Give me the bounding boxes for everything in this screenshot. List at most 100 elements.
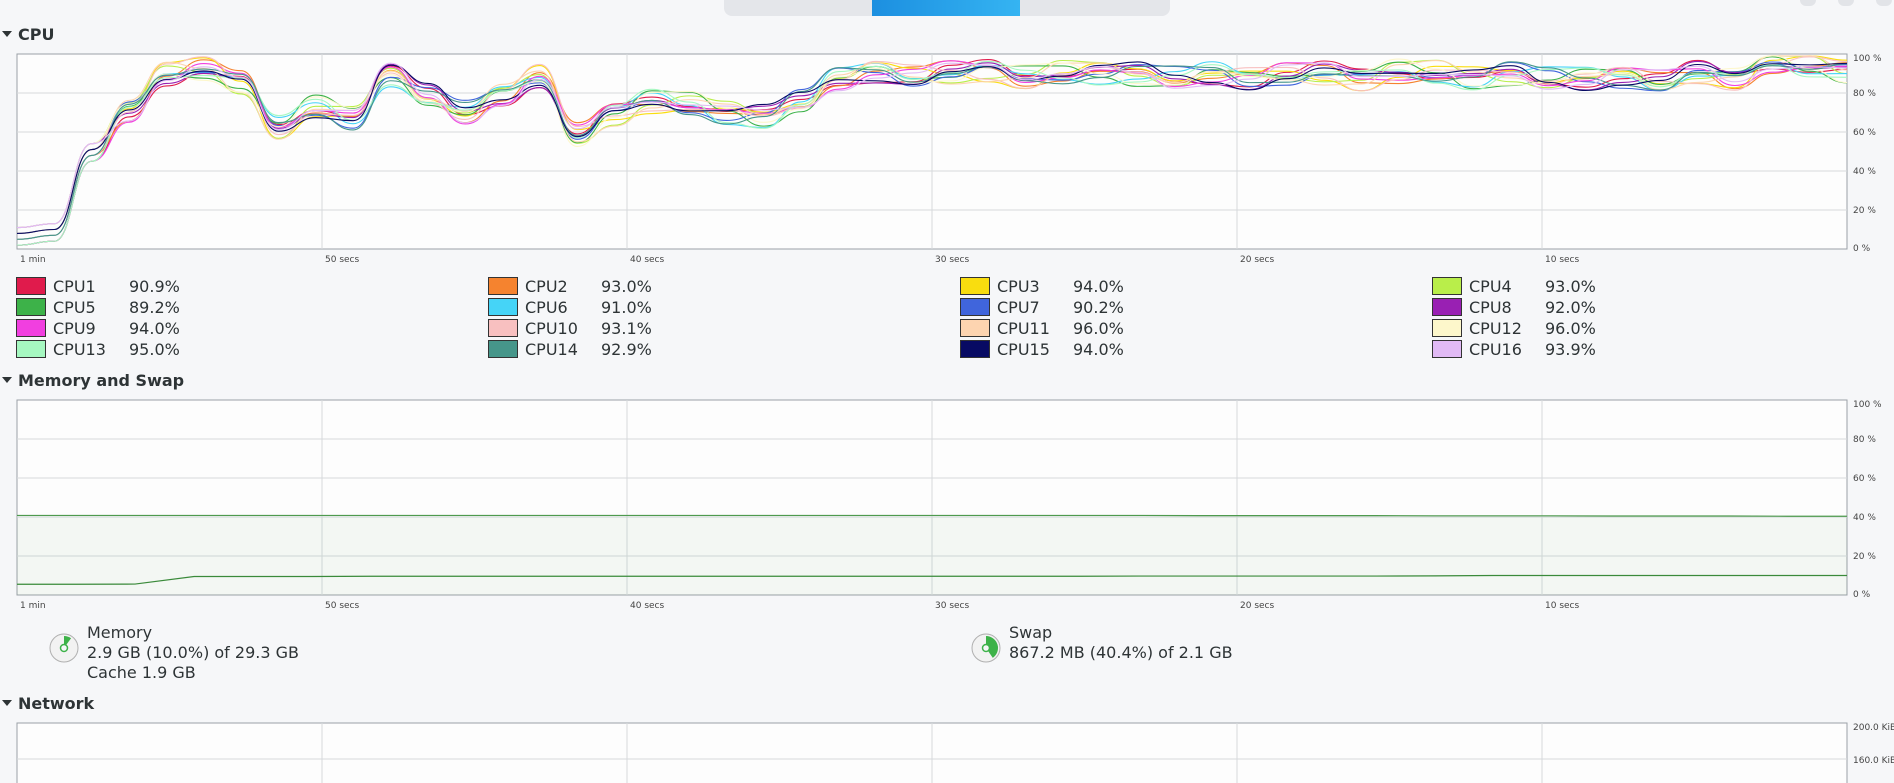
graph-canvas: 100 % 80 % 60 % 40 % 20 % 0 % 1 min 50 secs 40 s… <box>16 399 1882 611</box>
cpu-legend-item[interactable]: CPU11 96.0% <box>960 318 1124 338</box>
graph-canvas: 100 % 80 % 60 % 40 % 20 % 0 % 1 min 50 secs 40 s… <box>16 53 1882 265</box>
network-y-tick-label: 200.0 KiB <box>1853 723 1894 733</box>
cpu-legend-item[interactable]: CPU13 95.0% <box>16 339 180 359</box>
cpu-line-cpu16 <box>16 62 1848 229</box>
y-tick-label: 20 % <box>1853 552 1876 562</box>
memory-section-header[interactable]: Memory and Swap <box>0 368 184 392</box>
x-tick-label: 30 secs <box>935 601 969 611</box>
view-switcher <box>724 0 1170 16</box>
cpu-name: CPU12 <box>1469 318 1522 338</box>
memory-pie-icon <box>49 633 79 663</box>
cpu-legend-item[interactable]: CPU1 90.9% <box>16 276 180 296</box>
color-swatch[interactable] <box>1432 277 1462 295</box>
cpu-legend-item[interactable]: CPU5 89.2% <box>16 297 180 317</box>
cpu-section-header[interactable]: CPU <box>0 22 54 46</box>
cpu-name: CPU11 <box>997 318 1050 338</box>
color-swatch[interactable] <box>488 298 518 316</box>
cpu-legend-item[interactable]: CPU9 94.0% <box>16 318 180 338</box>
cpu-legend-item[interactable]: CPU7 90.2% <box>960 297 1124 317</box>
color-swatch[interactable] <box>488 319 518 337</box>
cpu-legend-item[interactable]: CPU10 93.1% <box>488 318 652 338</box>
cpu-name: CPU10 <box>525 318 578 338</box>
y-tick-label: 100 % <box>1853 400 1882 410</box>
cpu-value: 92.0% <box>1545 297 1596 317</box>
cpu-name: CPU6 <box>525 297 568 317</box>
window-close-button[interactable] <box>1876 0 1892 6</box>
cpu-legend-item[interactable]: CPU12 96.0% <box>1432 318 1596 338</box>
color-swatch[interactable] <box>16 340 46 358</box>
memory-section-title: Memory and Swap <box>18 370 185 390</box>
cpu-value: 95.0% <box>129 339 180 359</box>
cpu-name: CPU16 <box>1469 339 1522 359</box>
x-tick-label: 50 secs <box>325 601 359 611</box>
y-tick-label: 60 % <box>1853 474 1876 484</box>
x-tick-label: 20 secs <box>1240 255 1274 265</box>
window-menu-button[interactable] <box>1800 0 1816 6</box>
cpu-value: 93.0% <box>1545 276 1596 296</box>
cpu-value: 96.0% <box>1545 318 1596 338</box>
swap-history-line-fill <box>17 515 1847 595</box>
memory-label: Memory <box>87 623 153 642</box>
cpu-legend-item[interactable]: CPU6 91.0% <box>488 297 652 317</box>
x-tick-label: 30 secs <box>935 255 969 265</box>
color-swatch[interactable] <box>1432 319 1462 337</box>
cpu-value: 94.0% <box>1073 339 1124 359</box>
cpu-value: 94.0% <box>129 318 180 338</box>
cpu-line-cpu3 <box>16 55 1848 234</box>
color-swatch[interactable] <box>960 319 990 337</box>
cpu-name: CPU4 <box>1469 276 1512 296</box>
y-tick-label: 0 % <box>1853 590 1871 600</box>
window-minimize-button[interactable] <box>1838 0 1854 6</box>
swap-info: Swap 867.2 MB (40.4%) of 2.1 GB <box>971 623 1233 663</box>
x-tick-label: 1 min <box>20 255 46 265</box>
y-tick-label: 60 % <box>1853 128 1876 138</box>
color-swatch[interactable] <box>960 298 990 316</box>
expander-arrow-icon <box>2 700 12 706</box>
y-tick-label: 0 % <box>1853 244 1871 254</box>
color-swatch[interactable] <box>488 277 518 295</box>
cpu-section-title: CPU <box>18 24 55 44</box>
swap-history-line <box>17 514 1847 517</box>
cpu-value: 96.0% <box>1073 318 1124 338</box>
x-tick-label: 1 min <box>20 601 46 611</box>
cpu-line-cpu12 <box>16 55 1848 229</box>
cpu-legend-item[interactable]: CPU15 94.0% <box>960 339 1124 359</box>
network-section-header[interactable]: Network <box>0 691 94 715</box>
cpu-legend-item[interactable]: CPU4 93.0% <box>1432 276 1596 296</box>
cpu-legend-item[interactable]: CPU14 92.9% <box>488 339 652 359</box>
y-tick-label: 20 % <box>1853 206 1876 216</box>
y-tick-label: 40 % <box>1853 167 1876 177</box>
expander-arrow-icon <box>2 31 12 37</box>
color-swatch[interactable] <box>16 277 46 295</box>
cpu-value: 90.9% <box>129 276 180 296</box>
color-swatch[interactable] <box>1432 340 1462 358</box>
expander-arrow-icon <box>2 377 12 383</box>
color-swatch[interactable] <box>960 277 990 295</box>
x-tick-label: 40 secs <box>630 255 664 265</box>
view-switcher-active-tab[interactable] <box>872 0 1020 16</box>
color-swatch[interactable] <box>16 319 46 337</box>
cpu-value: 93.0% <box>601 276 652 296</box>
cpu-legend-item[interactable]: CPU16 93.9% <box>1432 339 1596 359</box>
cpu-name: CPU8 <box>1469 297 1512 317</box>
y-tick-label: 100 % <box>1853 54 1882 64</box>
memory-cache: Cache 1.9 GB <box>87 663 196 682</box>
y-tick-label: 80 % <box>1853 89 1876 99</box>
cpu-value: 92.9% <box>601 339 652 359</box>
cpu-value: 93.9% <box>1545 339 1596 359</box>
pie-slice <box>986 636 998 658</box>
cpu-value: 89.2% <box>129 297 180 317</box>
cpu-name: CPU1 <box>53 276 96 296</box>
color-swatch[interactable] <box>1432 298 1462 316</box>
cpu-legend-item[interactable]: CPU2 93.0% <box>488 276 652 296</box>
x-tick-label: 50 secs <box>325 255 359 265</box>
cpu-line-cpu10 <box>16 56 1848 240</box>
memory-history-line <box>17 574 1847 585</box>
color-swatch[interactable] <box>16 298 46 316</box>
cpu-line-cpu13 <box>16 60 1848 246</box>
color-swatch[interactable] <box>488 340 518 358</box>
cpu-legend-item[interactable]: CPU8 92.0% <box>1432 297 1596 317</box>
color-swatch[interactable] <box>960 340 990 358</box>
cpu-legend-item[interactable]: CPU3 94.0% <box>960 276 1124 296</box>
cpu-line-cpu15 <box>16 61 1848 234</box>
